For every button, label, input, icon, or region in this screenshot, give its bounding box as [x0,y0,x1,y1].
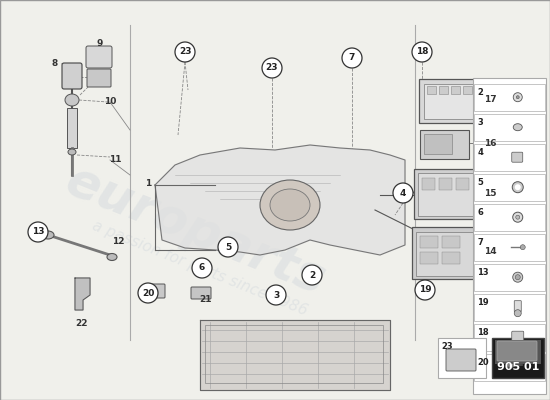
Text: 3: 3 [273,290,279,300]
Circle shape [138,283,158,303]
Circle shape [266,285,286,305]
Text: 23: 23 [179,48,191,56]
Ellipse shape [513,124,522,131]
Circle shape [175,42,195,62]
FancyBboxPatch shape [422,178,435,190]
Ellipse shape [270,189,310,221]
FancyBboxPatch shape [474,324,544,351]
FancyBboxPatch shape [474,114,544,141]
FancyBboxPatch shape [427,86,436,94]
Text: 23: 23 [441,342,453,351]
Text: 17: 17 [483,96,496,104]
Ellipse shape [107,254,117,260]
Text: 13: 13 [32,228,44,236]
Polygon shape [75,278,90,310]
FancyBboxPatch shape [514,301,521,312]
Polygon shape [200,320,390,390]
FancyBboxPatch shape [474,174,544,201]
Text: europarts: europarts [58,156,332,304]
Circle shape [513,212,522,222]
FancyBboxPatch shape [417,172,472,216]
FancyBboxPatch shape [86,46,112,68]
Circle shape [302,265,322,285]
FancyBboxPatch shape [495,340,541,364]
Circle shape [342,48,362,68]
Text: 7: 7 [477,238,483,246]
FancyBboxPatch shape [451,86,460,94]
FancyBboxPatch shape [463,86,472,94]
Circle shape [218,237,238,257]
FancyBboxPatch shape [62,63,82,89]
Text: 16: 16 [484,138,496,148]
FancyBboxPatch shape [439,86,448,94]
FancyBboxPatch shape [473,78,546,394]
Ellipse shape [65,94,79,106]
FancyBboxPatch shape [456,178,469,190]
Text: 14: 14 [483,248,496,256]
Text: 7: 7 [349,54,355,62]
Text: 8: 8 [52,58,58,68]
FancyBboxPatch shape [67,108,77,148]
Text: 19: 19 [419,286,431,294]
Circle shape [514,310,521,317]
Circle shape [516,215,520,219]
Circle shape [262,58,282,78]
Circle shape [412,42,432,62]
FancyBboxPatch shape [474,84,544,111]
Circle shape [192,258,212,278]
FancyBboxPatch shape [420,252,438,264]
FancyBboxPatch shape [419,79,479,123]
Circle shape [415,280,435,300]
FancyBboxPatch shape [424,84,475,118]
Circle shape [520,245,525,250]
Circle shape [508,362,514,368]
FancyBboxPatch shape [420,236,438,248]
Circle shape [28,222,48,242]
FancyBboxPatch shape [474,204,544,231]
FancyBboxPatch shape [474,264,544,291]
FancyBboxPatch shape [147,284,165,298]
Text: 13: 13 [477,268,489,276]
Text: 18: 18 [416,48,428,56]
FancyBboxPatch shape [420,130,469,158]
Text: 22: 22 [76,318,88,328]
FancyBboxPatch shape [442,252,460,264]
FancyBboxPatch shape [474,234,544,261]
FancyBboxPatch shape [191,287,211,299]
Polygon shape [155,145,405,255]
FancyBboxPatch shape [474,354,544,381]
FancyBboxPatch shape [474,294,544,321]
FancyBboxPatch shape [438,338,486,378]
Text: 18: 18 [477,328,489,336]
Text: 5: 5 [225,242,231,252]
Circle shape [393,183,413,203]
Text: 20: 20 [142,288,154,298]
Text: 1: 1 [145,178,151,188]
Text: 6: 6 [477,208,483,217]
Text: 21: 21 [199,296,211,304]
Text: 4: 4 [477,148,483,157]
FancyBboxPatch shape [446,349,476,371]
FancyBboxPatch shape [87,69,111,87]
FancyBboxPatch shape [424,134,452,154]
Text: 4: 4 [400,188,406,198]
FancyBboxPatch shape [442,236,460,248]
Text: 3: 3 [477,118,483,126]
Text: 9: 9 [97,38,103,48]
FancyBboxPatch shape [492,338,544,378]
Text: 5: 5 [477,178,483,186]
FancyBboxPatch shape [415,232,475,276]
Text: 20: 20 [477,358,489,366]
Ellipse shape [68,149,76,155]
Text: 905 01: 905 01 [497,362,539,372]
FancyBboxPatch shape [512,152,522,162]
FancyBboxPatch shape [497,341,537,361]
FancyBboxPatch shape [512,331,524,341]
Text: 2: 2 [309,270,315,280]
Text: 11: 11 [109,156,121,164]
Text: 23: 23 [266,64,278,72]
Circle shape [512,182,523,193]
FancyBboxPatch shape [439,178,452,190]
Text: 6: 6 [199,264,205,272]
